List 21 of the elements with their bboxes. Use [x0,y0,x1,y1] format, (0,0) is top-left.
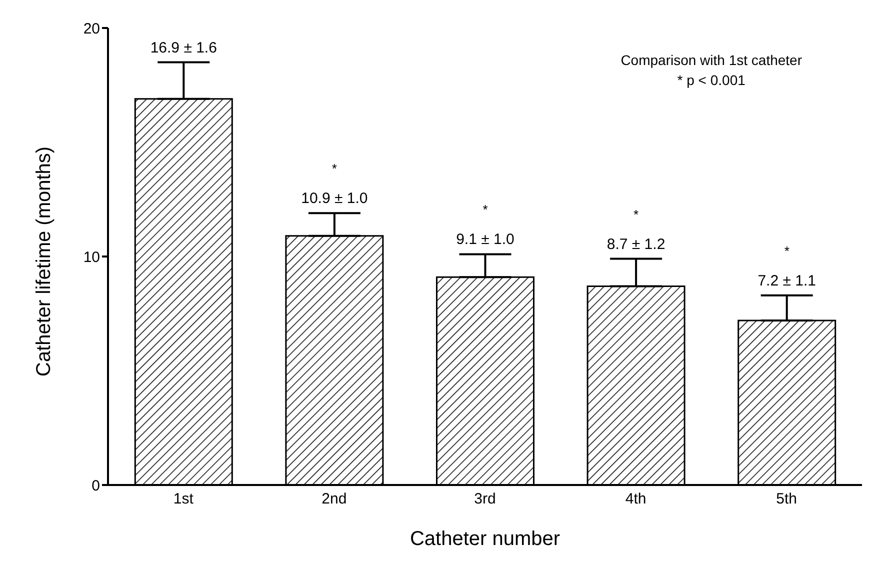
annotation: * [482,202,488,218]
x-tick-label: 1st [173,490,194,508]
x-tick-label: 3rd [474,490,496,508]
x-tick-label: 5th [776,490,798,508]
y-tick-label: 0 [92,477,100,494]
data-label: 16.9 ± 1.6 [150,39,217,56]
annotation: * [784,243,790,258]
annotation: * [332,161,337,176]
data-label: 7.2 ± 1.1 [758,272,816,290]
data-label: 8.7 ± 1.2 [606,236,666,253]
x-axis-title: Catheter number [410,528,560,550]
x-tick-label: 4th [625,490,646,508]
y-tick-label: 20 [83,20,100,38]
data-label: 10.9 ± 1.0 [301,190,368,208]
data-label: 9.1 ± 1.0 [456,231,514,248]
annotation: Comparison with 1st catheter [620,51,802,70]
y-axis-title: Catheter lifetime (months) [33,146,56,376]
annotation: * [634,206,639,222]
annotation: * p < 0.001 [676,71,746,90]
x-tick-label: 2nd [322,490,347,508]
y-tick-label: 10 [83,248,100,266]
